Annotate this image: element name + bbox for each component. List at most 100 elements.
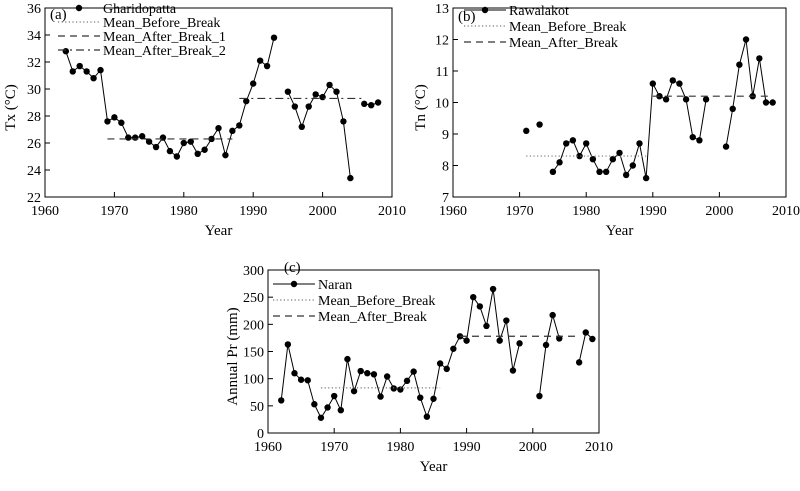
data-point	[702, 96, 710, 103]
data-point	[125, 134, 132, 141]
legend-label: Mean_Before_Break	[509, 20, 626, 35]
data-point	[582, 329, 589, 336]
legend-label: Mean_Before_Break	[318, 294, 435, 309]
data-point	[636, 140, 643, 147]
data-point	[689, 133, 696, 141]
x-tick-label: 2010	[378, 204, 406, 219]
data-point	[549, 311, 556, 319]
data-point	[629, 162, 637, 169]
x-tick-label: 1980	[386, 440, 414, 455]
data-point	[589, 335, 596, 343]
x-tick-label: 2000	[309, 204, 337, 219]
data-point	[549, 168, 557, 175]
data-point	[456, 333, 464, 340]
data-point	[575, 359, 583, 366]
legend-marker	[481, 6, 489, 14]
series-line-a	[287, 84, 351, 179]
legend-label: Naran	[318, 278, 352, 293]
data-point	[722, 143, 730, 150]
legend-marker	[75, 4, 83, 12]
data-point	[236, 122, 243, 129]
y-tick-label: 12	[435, 34, 449, 49]
data-point	[284, 88, 292, 95]
data-point	[298, 123, 305, 130]
data-point	[62, 48, 70, 55]
data-point	[470, 293, 477, 301]
x-axis-label: Year	[606, 223, 634, 239]
data-point	[159, 134, 167, 141]
data-point	[326, 81, 333, 89]
y-tick-label: 150	[243, 346, 264, 361]
data-point	[312, 91, 319, 98]
data-point	[201, 146, 208, 153]
data-point	[536, 392, 543, 400]
y-tick-label: 13	[435, 2, 449, 17]
x-tick-label: 1970	[100, 204, 128, 219]
data-point	[450, 345, 457, 352]
data-point	[337, 406, 345, 414]
data-point	[403, 377, 411, 385]
data-point	[696, 137, 703, 144]
legend-label: Gharidopatta	[103, 2, 177, 17]
data-point	[397, 386, 404, 393]
data-point	[649, 80, 656, 87]
data-point	[180, 139, 187, 147]
data-point	[430, 395, 437, 402]
data-point	[496, 337, 503, 344]
data-point	[194, 150, 201, 157]
data-point	[563, 140, 570, 147]
data-point	[350, 387, 358, 395]
data-point	[284, 341, 292, 348]
data-point	[166, 147, 174, 155]
data-point	[729, 105, 736, 113]
data-point	[333, 88, 340, 95]
data-point	[642, 174, 650, 182]
data-point	[377, 393, 384, 400]
legend-label: Mean_After_Break_1	[103, 30, 226, 45]
series-line-b	[725, 39, 773, 147]
data-point	[483, 322, 490, 330]
data-point	[278, 397, 285, 404]
data-point	[756, 55, 763, 62]
data-point	[76, 62, 83, 70]
data-point	[138, 133, 146, 140]
data-point	[589, 156, 597, 163]
data-point	[291, 103, 299, 110]
data-point	[682, 96, 690, 103]
y-tick-label: 300	[243, 264, 264, 279]
x-tick-label: 1960	[254, 440, 282, 455]
chart-panel-c: 1960 1970 1980 1990 2000 2010 0 50 100 150 200 250 3…	[225, 260, 613, 475]
data-point	[340, 118, 347, 125]
data-point	[132, 134, 139, 141]
y-tick-label: 26	[27, 137, 41, 152]
x-tick-label: 2010	[772, 204, 800, 219]
data-point	[417, 394, 424, 401]
data-point	[173, 153, 181, 160]
data-point	[229, 127, 236, 135]
data-point	[364, 370, 371, 377]
data-point	[762, 99, 770, 106]
data-point	[367, 102, 375, 109]
data-point	[370, 371, 378, 378]
y-tick-label: 250	[243, 291, 264, 306]
data-point	[556, 159, 563, 166]
y-tick-label: 36	[27, 2, 41, 17]
series-line-b	[552, 79, 707, 179]
x-tick-label: 1990	[639, 204, 667, 219]
y-tick-label: 11	[436, 65, 449, 80]
x-tick-label: 1960	[439, 204, 467, 219]
data-point	[383, 373, 391, 380]
data-point	[676, 80, 683, 87]
data-point	[222, 151, 229, 159]
data-point	[215, 124, 222, 132]
chart-panel-b: 1960 1970 1980 1990 2000 2010 7 8 9 10 11 12 13 Year T…	[413, 2, 800, 239]
y-tick-label: 30	[27, 83, 41, 98]
y-axis-label: Tx (°C)	[3, 84, 19, 130]
data-point	[503, 317, 510, 324]
data-point	[69, 68, 76, 75]
data-point	[331, 392, 338, 400]
data-point	[443, 365, 450, 373]
data-point	[291, 370, 298, 377]
x-tick-label: 2000	[705, 204, 733, 219]
x-axis-label: Year	[420, 459, 448, 475]
